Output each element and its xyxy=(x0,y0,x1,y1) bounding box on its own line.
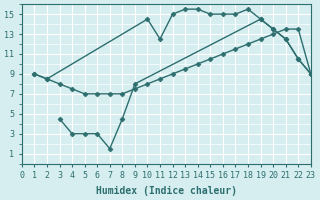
X-axis label: Humidex (Indice chaleur): Humidex (Indice chaleur) xyxy=(96,186,237,196)
